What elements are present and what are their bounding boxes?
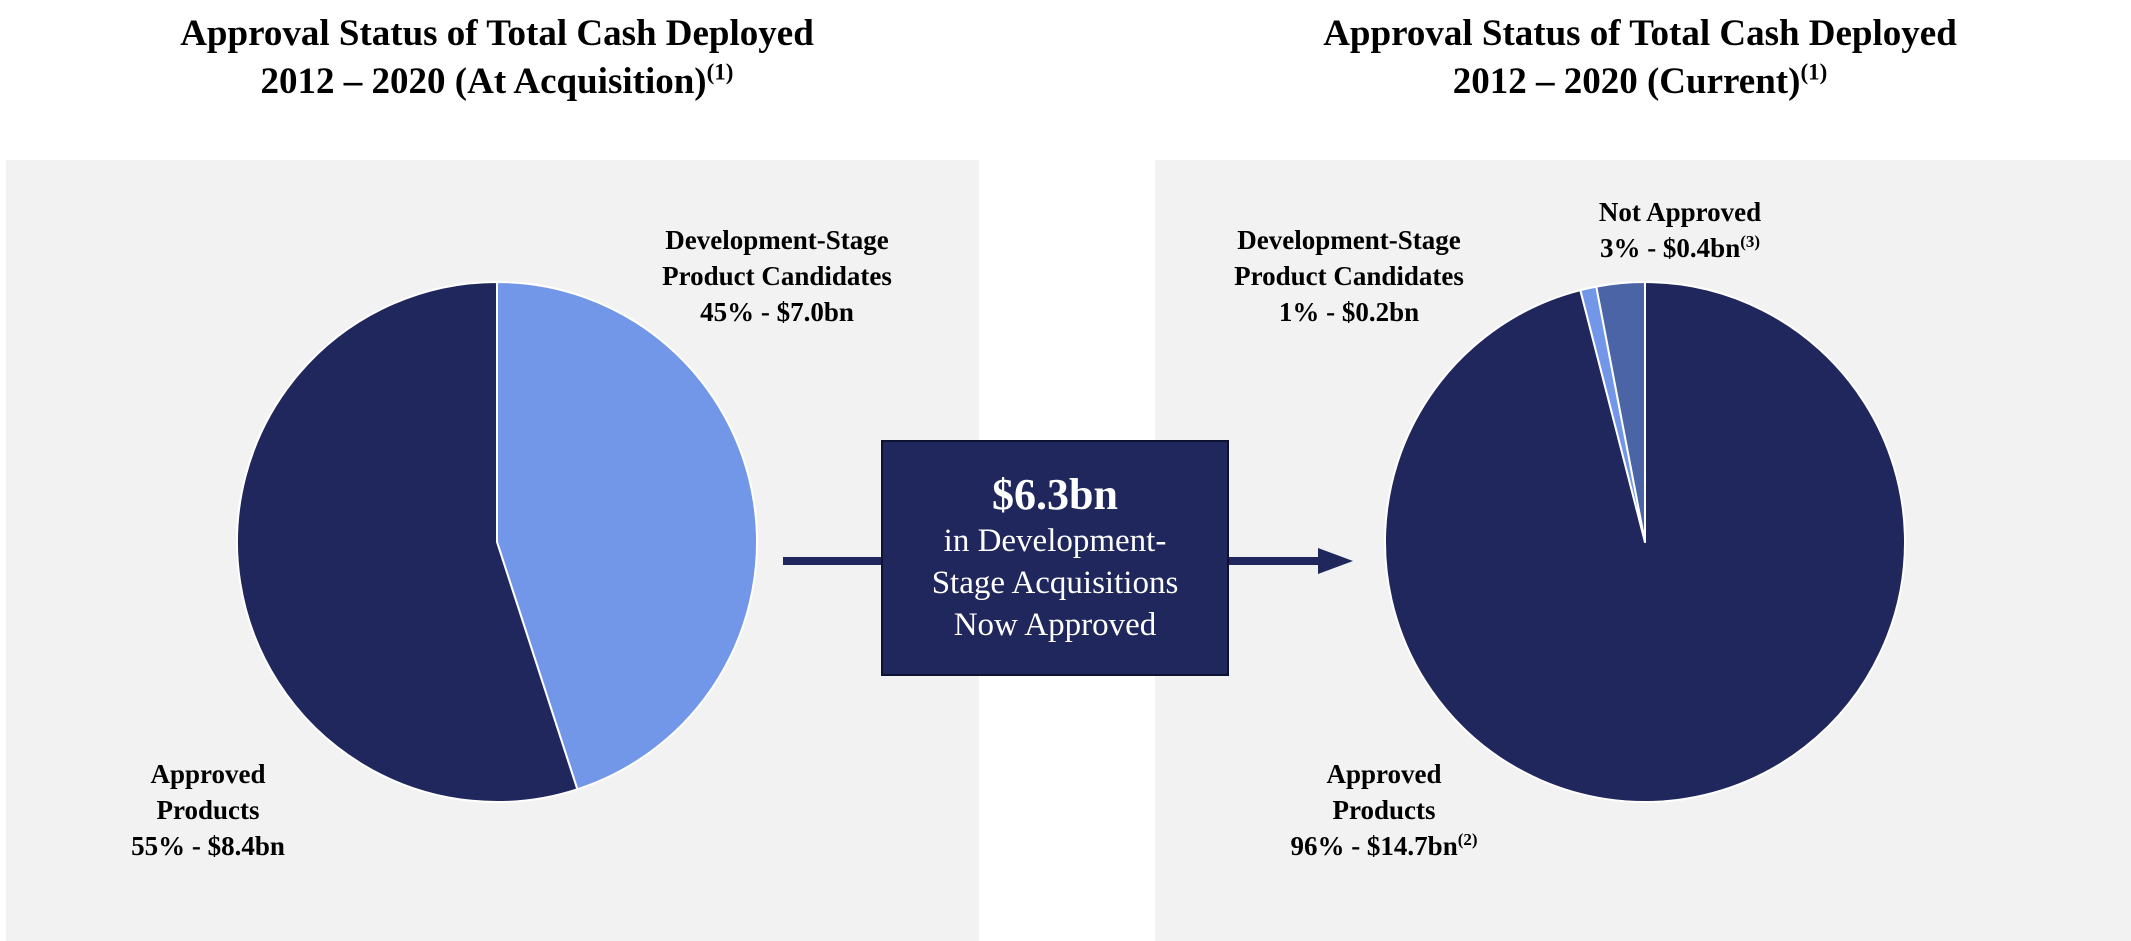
left-chart-title-line2: 2012 – 2020 (At Acquisition)(1) [260,59,734,102]
pie-slice-approved-products [236,281,579,803]
left-title-footnote: (1) [706,59,734,85]
left-label-development-stage: Development-Stage Product Candidates 45%… [662,225,892,327]
pie-slice-not-approved [1595,281,1646,543]
right-label-development-stage: Development-Stage Product Candidates 1% … [1234,225,1464,327]
callout-box: $6.3bn in Development- Stage Acquisition… [881,440,1229,676]
callout-amount: $6.3bn [992,470,1118,519]
right-title-footnote: (1) [1800,59,1828,85]
left-chart-title: Approval Status of Total Cash Deployed 2… [87,10,907,106]
right-label-not-approved: Not Approved 3% - $0.4bn(3) [1598,197,1762,263]
left-label-approved-products: Approved Products 55% - $8.4bn [131,759,285,861]
callout-line-1: in Development- [943,523,1167,559]
right-chart-title-line2: 2012 – 2020 (Current)(1) [1452,59,1828,102]
right-pie-chart [1384,281,1906,803]
pie-slice-development-stage-product-candidates [496,281,758,791]
right-chart-title-line1: Approval Status of Total Cash Deployed [1323,13,1957,54]
left-pie-chart [236,281,758,803]
right-label-approved-products: Approved Products 96% - $14.7bn(2) [1290,759,1478,861]
callout-line-3: Now Approved [953,607,1157,643]
callout-line-2: Stage Acquisitions [931,565,1179,601]
right-chart-title: Approval Status of Total Cash Deployed 2… [1230,10,2050,106]
left-chart-title-line1: Approval Status of Total Cash Deployed [180,13,814,54]
arrow-head-icon [1318,548,1353,574]
